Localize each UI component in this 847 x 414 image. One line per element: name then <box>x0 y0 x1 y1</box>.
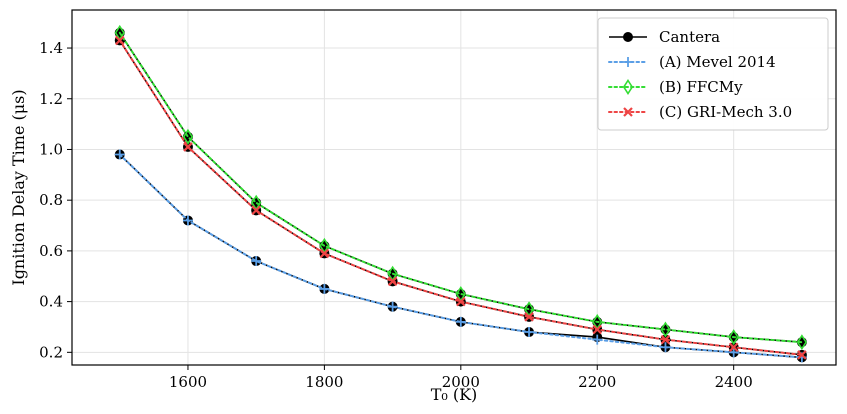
x-tick-label: 2400 <box>715 373 753 391</box>
y-tick-label: 1.0 <box>39 140 63 158</box>
legend-label: (C) GRI-Mech 3.0 <box>659 103 792 121</box>
legend-marker <box>623 32 633 42</box>
y-tick-label: 0.8 <box>39 191 63 209</box>
plot-series <box>114 24 808 363</box>
series-point-plus <box>524 327 535 338</box>
axis-ticks: 1600 1800 2000 2200 2400 0.2 0.4 0.6 0.8 1.0 1.2 1.… <box>39 39 753 391</box>
series-point-x <box>114 35 125 46</box>
legend-marker <box>623 107 633 117</box>
series-point-x <box>387 276 398 287</box>
series-point-x <box>456 296 466 307</box>
legend: Cantera (A) Mevel 2014 (B) FFCMy (C) GRI-Me… <box>597 17 829 131</box>
y-tick-label: 0.4 <box>39 293 63 311</box>
series-point-diamond <box>796 334 808 351</box>
series-point-x <box>660 334 671 345</box>
series-point-diamond <box>182 128 194 145</box>
plot-frame <box>71 9 837 366</box>
x-tick-label: 2000 <box>442 373 480 391</box>
legend-marker <box>623 57 633 67</box>
series-point-plus <box>387 301 398 312</box>
series-point-plus <box>728 347 739 358</box>
x-axis-label: T₀ (K) <box>431 385 478 404</box>
x-tick-label: 1800 <box>305 373 343 391</box>
series-point-plus <box>182 215 193 226</box>
series-point-x <box>251 205 261 216</box>
series-point-plus <box>251 256 262 267</box>
y-tick-label: 1.4 <box>39 39 63 57</box>
series-point-x <box>183 142 193 152</box>
series-point-x <box>524 312 534 322</box>
series-point-plus <box>319 283 330 294</box>
series-point-plus <box>592 334 603 345</box>
legend-label: (B) FFCMy <box>659 78 743 96</box>
x-tick-label: 2200 <box>578 373 616 391</box>
legend-label: Cantera <box>659 28 720 46</box>
y-axis-label: Ignition Delay Time (μs) <box>9 89 28 285</box>
y-tick-label: 0.2 <box>39 343 63 361</box>
series-point-x <box>592 324 603 335</box>
series-point-plus <box>114 149 125 160</box>
series-point-diamond <box>728 329 739 346</box>
y-tick-label: 1.2 <box>39 90 63 108</box>
series-line-diamond <box>118 31 803 344</box>
series-point-plus <box>455 316 466 327</box>
x-tick-label: 1600 <box>169 373 207 391</box>
grid <box>72 10 836 365</box>
legend-label: (A) Mevel 2014 <box>659 53 776 71</box>
series-point-diamond <box>660 321 671 338</box>
legend-box <box>597 17 829 131</box>
legend-marker <box>622 79 634 95</box>
y-tick-label: 0.6 <box>39 242 63 260</box>
series-point-x <box>319 248 330 259</box>
series-point-plus <box>660 342 671 353</box>
series-point-x <box>728 342 739 353</box>
series-point-x <box>797 350 807 360</box>
